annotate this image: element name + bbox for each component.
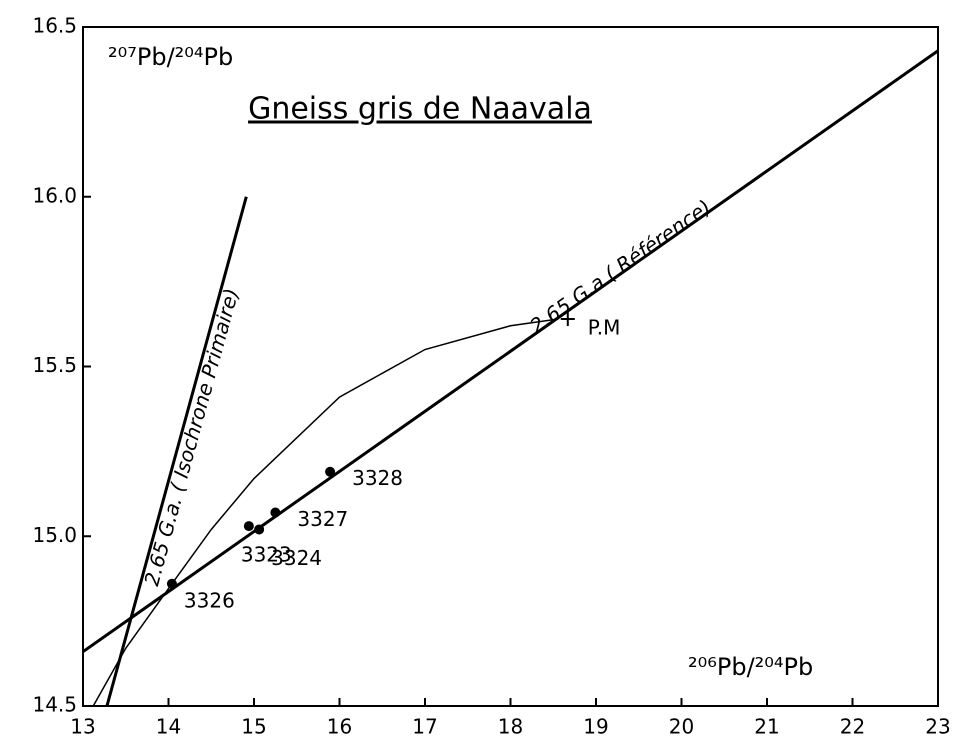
x-tick-label: 20 — [669, 715, 694, 739]
x-tick-label: 16 — [327, 715, 352, 739]
y-tick-label: 16.0 — [32, 183, 77, 207]
x-axis-label: ²⁰⁶Pb/²⁰⁴Pb — [688, 653, 813, 681]
x-tick-label: 17 — [412, 715, 437, 739]
data-point — [325, 466, 336, 477]
x-tick-label: 19 — [583, 715, 608, 739]
pm-marker — [560, 311, 575, 326]
line-label: 2.65 G.a. ( Isochrone Primaire) — [139, 286, 243, 589]
chart-title: Gneiss gris de Naavala — [248, 92, 592, 127]
point-label: 3328 — [352, 466, 403, 490]
point-label: 3324 — [271, 546, 322, 570]
x-tick-label: 22 — [840, 715, 865, 739]
x-tick-label: 21 — [754, 715, 779, 739]
growth-curve — [92, 318, 559, 706]
isochron-line — [105, 196, 248, 706]
x-tick-label: 14 — [156, 715, 181, 739]
x-tick-label: 15 — [241, 715, 266, 739]
x-tick-label: 13 — [70, 715, 95, 739]
isochron-line — [83, 49, 938, 653]
point-label: 3326 — [184, 588, 235, 612]
y-axis-label: ²⁰⁷Pb/²⁰⁴Pb — [108, 43, 233, 71]
point-label: 3323 — [241, 543, 292, 567]
data-point — [254, 524, 265, 535]
point-label: 3327 — [297, 507, 348, 531]
x-tick-label: 18 — [498, 715, 523, 739]
pm-label: P.M — [588, 315, 621, 339]
y-tick-label: 15.5 — [32, 353, 77, 377]
data-point — [243, 521, 254, 532]
data-point — [270, 507, 281, 518]
y-tick-label: 15.0 — [32, 523, 77, 547]
data-point — [166, 578, 177, 589]
x-tick-label: 23 — [925, 715, 950, 739]
y-tick-label: 16.5 — [32, 14, 77, 38]
y-tick-label: 14.5 — [32, 693, 77, 717]
